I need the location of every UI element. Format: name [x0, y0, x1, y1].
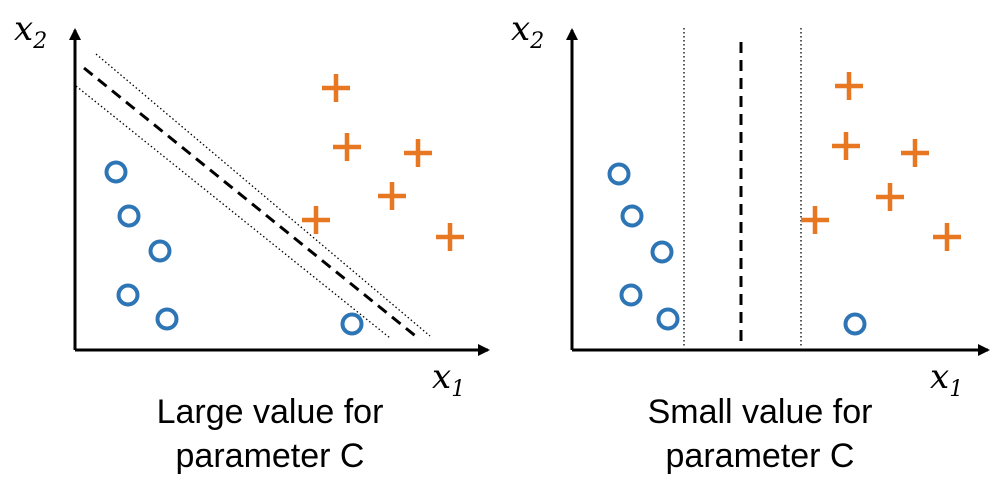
class-plus-point: [333, 133, 361, 161]
class-plus-point: [832, 132, 860, 160]
caption-large-c: Large value for parameter C: [60, 390, 480, 478]
panel-small-c: x2 x1: [511, 9, 990, 402]
caption-line: Small value for: [647, 393, 873, 431]
y-axis-label: x2: [511, 9, 544, 54]
caption-line: parameter C: [665, 437, 855, 475]
class-circle-point: [340, 312, 364, 336]
class-circle-point: [620, 204, 644, 228]
class-plus-point: [901, 139, 929, 167]
x-axis-label: x1: [432, 357, 465, 402]
caption-line: parameter C: [175, 437, 365, 475]
decision-boundary: [83, 66, 419, 340]
class-circle-point: [117, 204, 141, 228]
class-plus-point: [302, 206, 330, 234]
class-plus-point: [876, 183, 904, 211]
x-axis-label: x1: [930, 357, 963, 402]
panel-large-c: x2 x1: [14, 9, 490, 402]
caption-small-c: Small value for parameter C: [550, 390, 970, 478]
class-plus-point: [835, 72, 863, 100]
class-circle-point: [116, 283, 140, 307]
class-plus-point: [801, 206, 829, 234]
class-circle-point: [148, 239, 172, 263]
class-circle-point: [155, 307, 179, 331]
class-plus-point: [436, 223, 464, 251]
y-axis-label: x2: [14, 9, 47, 54]
class-circle-point: [843, 312, 867, 336]
class-circle-point: [607, 162, 631, 186]
class-circle-point: [650, 240, 674, 264]
class-plus-point: [404, 139, 432, 167]
class-plus-point: [933, 223, 961, 251]
class-plus-point: [378, 182, 406, 210]
class-plus-point: [322, 74, 350, 102]
margin-line: [75, 85, 391, 339]
caption-line: Large value for: [156, 393, 384, 431]
class-circle-point: [104, 160, 128, 184]
class-circle-point: [619, 283, 643, 307]
margin-line: [95, 53, 431, 337]
class-circle-point: [656, 307, 680, 331]
